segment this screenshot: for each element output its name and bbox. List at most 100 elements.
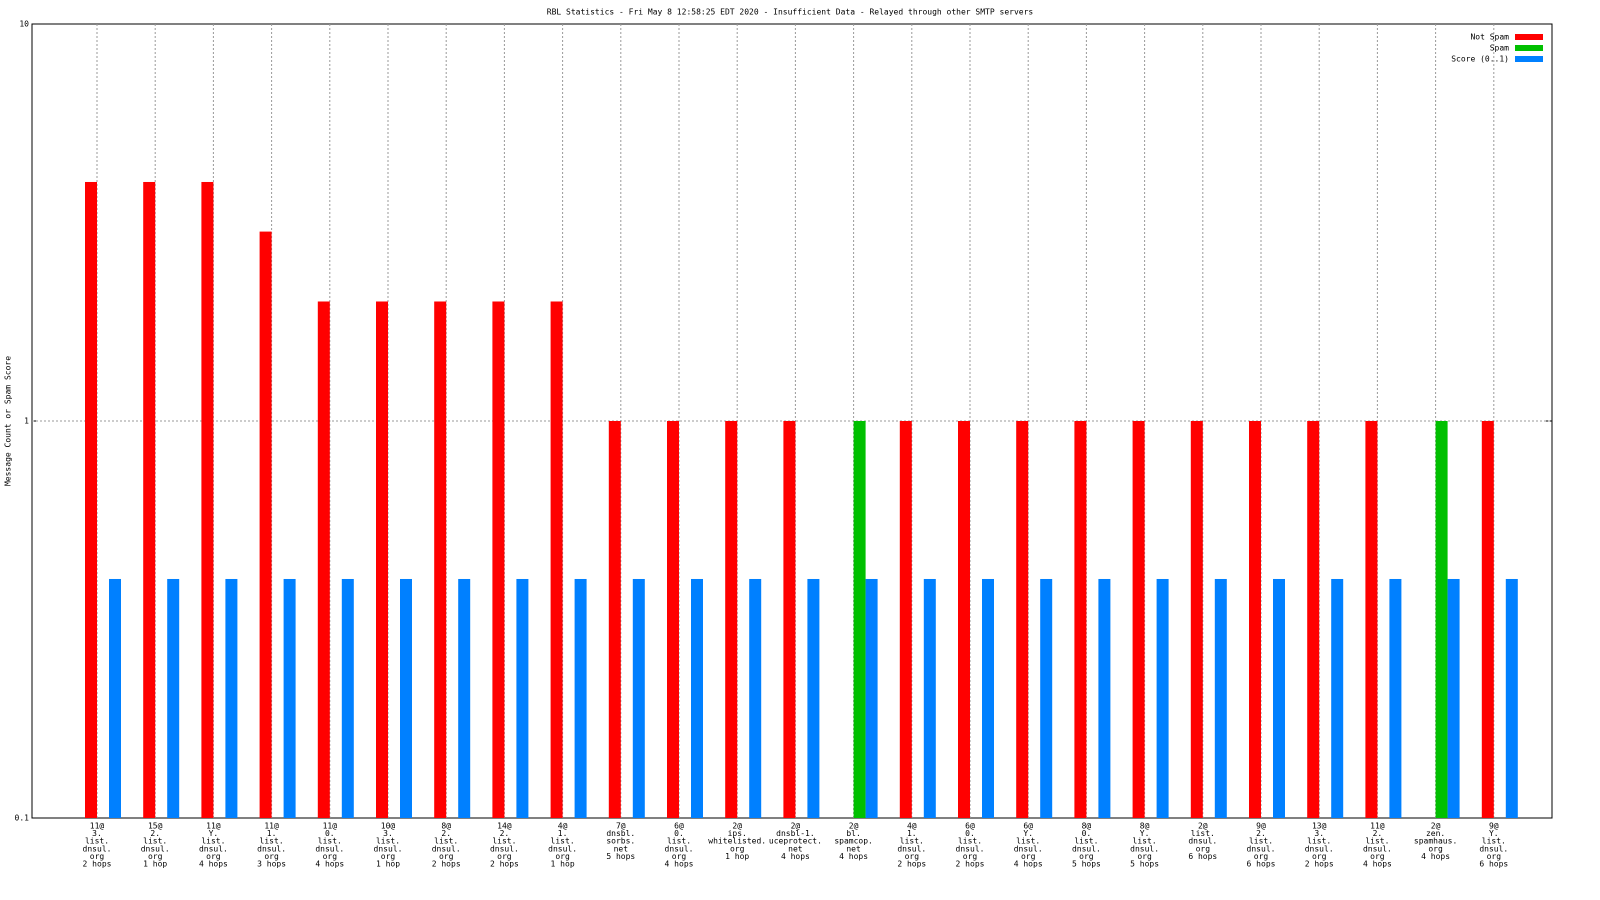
x-tick-label: spamcop. [834,837,873,846]
bar [109,578,121,818]
bar [1156,578,1169,818]
x-tick-label: 15@ [148,822,163,831]
x-tick-label: 3. [92,829,102,838]
x-tick-label: list. [900,837,924,846]
x-tick-label: Y. [1489,829,1499,838]
x-tick-label: list. [551,837,575,846]
x-tick-label: 2@ [732,822,742,831]
x-tick-label: 2 hops [490,860,519,869]
x-tick-label: 11@ [90,822,105,831]
bar [1214,578,1227,818]
x-tick-label: spamhaus. [1414,837,1457,846]
y-tick-label: 0.1 [15,814,30,823]
bar [608,421,621,818]
x-tick-label: 4 hops [1363,860,1392,869]
x-tick-label: list. [1482,837,1506,846]
x-tick-label: 1. [907,829,917,838]
x-tick-label: dnsul. [956,844,985,853]
x-tick-label: 2 hops [83,860,112,869]
bar [1365,421,1378,818]
x-tick-label: 11@ [206,822,221,831]
bar [1132,421,1145,818]
x-tick-label: 6@ [674,822,684,831]
x-tick-label: 6 hops [1247,860,1276,869]
x-tick-label: 9@ [1256,822,1266,831]
bar [749,578,762,818]
bar [167,578,180,818]
x-tick-label: dnsul. [374,844,403,853]
x-tick-label: dnsul. [257,844,286,853]
x-tick-label: dnsul. [199,844,228,853]
x-tick-label: uceprotect. [769,837,822,846]
bar [458,578,471,818]
x-tick-label: 4 hops [781,852,810,861]
x-tick-label: list. [1307,837,1331,846]
x-tick-label: list. [492,837,516,846]
x-tick-label: 4 hops [839,852,868,861]
bar [923,578,936,818]
x-tick-label: Y. [1140,829,1150,838]
x-tick-label: 11@ [323,822,338,831]
x-tick-label: org [905,852,920,861]
bar [982,578,994,818]
x-tick-label: dnsul. [548,844,577,853]
x-tick-label: 1 hop [143,860,167,869]
legend-swatch [1515,45,1543,51]
x-tick-label: net [788,844,803,853]
bar [1249,421,1261,818]
x-tick-label: Y. [1023,829,1033,838]
y-tick-label: 10 [19,20,29,29]
x-tick-label: 8@ [1140,822,1150,831]
bar [376,301,388,818]
chart-title: RBL Statistics - Fri May 8 12:58:25 EDT … [547,8,1034,17]
x-tick-label: 6@ [965,822,975,831]
x-tick-label: 2. [1256,829,1266,838]
x-tick-label: 3. [1314,829,1324,838]
x-tick-label: 0. [674,829,684,838]
x-tick-label: 2 hops [432,860,461,869]
legend-swatch [1515,34,1543,40]
x-tick-label: net [846,844,861,853]
x-tick-label: 4 hops [199,860,228,869]
bar [1273,578,1285,818]
x-tick-label: ips. [728,829,747,838]
legend-label: Not Spam [1470,33,1509,42]
x-tick-label: 5 hops [1130,860,1159,869]
bar [783,421,796,818]
x-tick-label: 5 hops [606,852,635,861]
x-tick-label: org [1428,844,1443,853]
bar [516,578,529,818]
bar [550,301,563,818]
x-tick-label: dnsul. [1188,837,1217,846]
bar [899,421,912,818]
x-tick-label: 0. [965,829,975,838]
x-tick-label: sorbs. [606,837,635,846]
x-tick-label: zen. [1426,829,1445,838]
x-tick-label: org [1487,852,1502,861]
bar [85,181,97,818]
x-tick-label: 2@ [1198,822,1208,831]
bar [201,181,214,818]
x-tick-label: 9@ [1489,822,1499,831]
x-tick-label: 2@ [849,822,859,831]
x-tick-label: org [1079,852,1094,861]
x-tick-label: 4@ [907,822,917,831]
x-tick-label: 1. [267,829,277,838]
x-tick-label: 4@ [558,822,568,831]
x-tick-label: org [497,852,512,861]
x-tick-label: dnsul. [1363,844,1392,853]
x-tick-label: 4 hops [1421,852,1450,861]
x-tick-label: org [264,852,279,861]
x-tick-label: 2 hops [897,860,926,869]
x-tick-label: 4 hops [665,860,694,869]
x-tick-label: 1 hop [376,860,400,869]
x-tick-label: org [1312,852,1327,861]
x-tick-label: 2. [500,829,510,838]
bar [1331,578,1344,818]
x-tick-label: 0. [1082,829,1092,838]
bar [492,301,505,818]
bar [807,578,820,818]
x-tick-label: 2 hops [956,860,985,869]
x-tick-label: dnsul. [1305,844,1334,853]
x-tick-label: 2. [1373,829,1383,838]
